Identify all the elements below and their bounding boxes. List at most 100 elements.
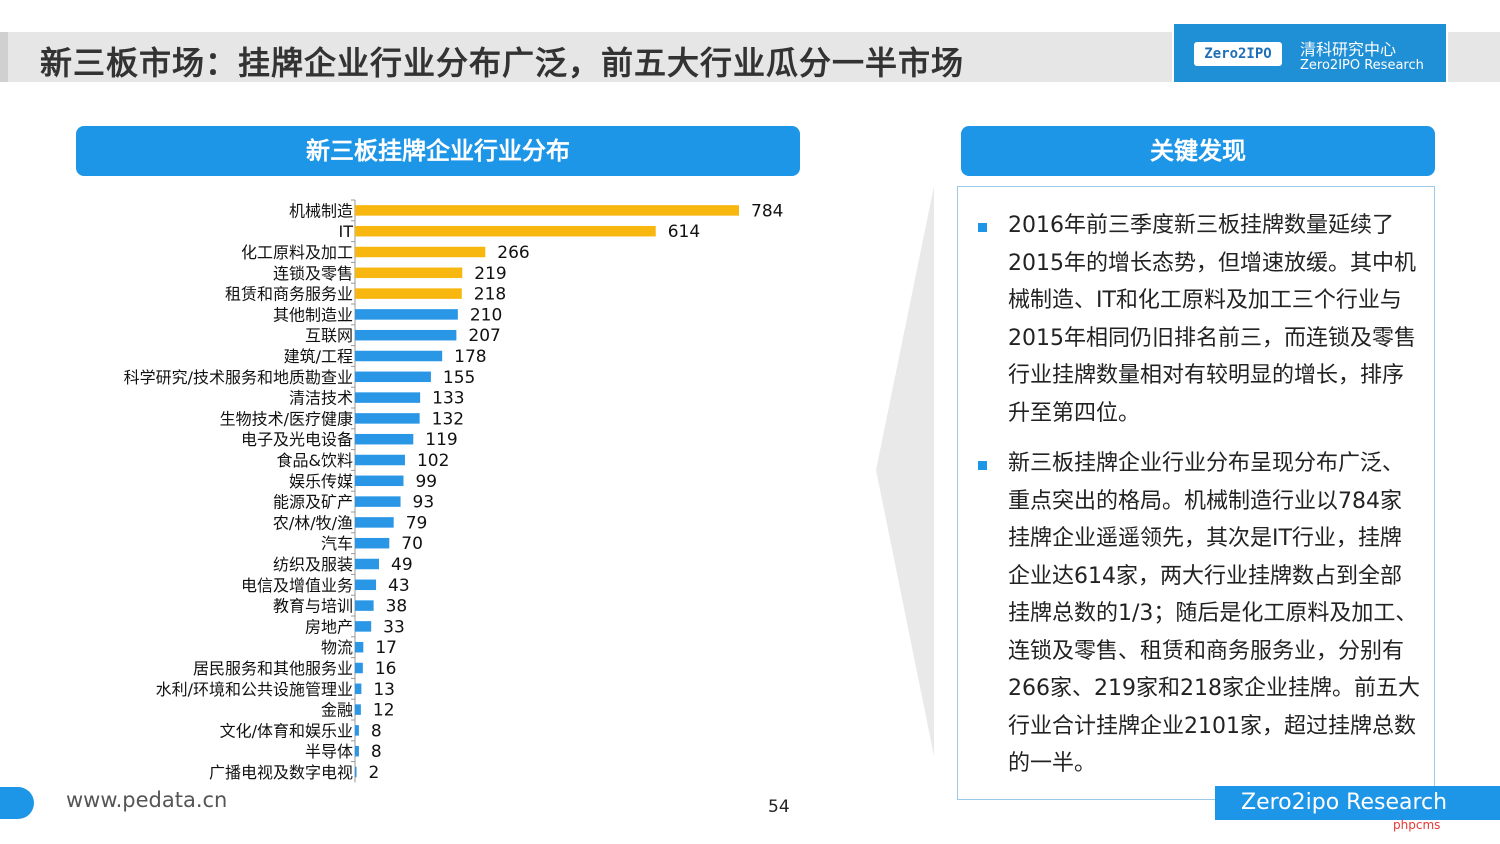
data-label: 17 [375, 638, 397, 658]
category-label: 农/林/牧/渔 [273, 513, 353, 532]
data-label: 93 [413, 493, 435, 513]
data-label: 219 [474, 264, 506, 284]
bar [355, 558, 379, 570]
footer-url[interactable]: www.pedata.cn [66, 788, 228, 812]
category-label: 广播电视及数字电视 [209, 763, 353, 782]
data-label: 133 [432, 389, 464, 409]
category-label: 文化/体育和娱乐业 [220, 721, 353, 740]
watermark: phpcms [1393, 818, 1441, 832]
data-label: 99 [415, 472, 437, 492]
finding-item-1: 2016年前三季度新三板挂牌数量延续了2015年的增长态势，但增速放缓。其中机械… [1008, 213, 1416, 426]
category-label: 其他制造业 [273, 305, 353, 324]
data-label: 266 [497, 243, 529, 263]
category-label: 食品&饮料 [277, 451, 353, 470]
bar [355, 475, 404, 487]
brand-name-en: Zero2IPO Research [1300, 58, 1424, 73]
bar [355, 725, 359, 736]
data-label: 38 [386, 597, 408, 617]
data-label: 49 [391, 555, 413, 575]
data-label: 79 [406, 513, 428, 533]
category-label: 互联网 [305, 326, 353, 345]
pointer-arrow-shape [876, 186, 934, 756]
bar [355, 621, 372, 632]
bar [355, 600, 374, 611]
category-label: 能源及矿产 [273, 493, 353, 512]
bar [355, 745, 359, 757]
category-label: 居民服务和其他服务业 [193, 659, 353, 678]
bar [355, 496, 401, 507]
category-label: 水利/环境和公共设施管理业 [156, 680, 353, 699]
category-label: IT [339, 222, 354, 241]
data-label: 2 [369, 763, 380, 783]
brand-name-cn: 清科研究中心 [1300, 40, 1397, 59]
category-label: 金融 [321, 701, 353, 720]
data-label: 13 [373, 680, 395, 700]
category-label: 电子及光电设备 [241, 430, 353, 449]
bar [355, 246, 486, 258]
data-label: 132 [432, 409, 464, 429]
data-label: 207 [468, 326, 500, 346]
data-label: 70 [401, 534, 423, 554]
bar [355, 309, 458, 320]
data-label: 210 [470, 305, 502, 325]
data-label: 218 [474, 285, 506, 305]
bar [355, 371, 431, 383]
chart-panel-header: 新三板挂牌企业行业分布 [76, 126, 800, 176]
bullet-icon [978, 223, 987, 232]
bar [355, 683, 362, 695]
zero2ipo-logo: Zero2IPO [1194, 42, 1282, 66]
bar [355, 413, 420, 424]
bar [355, 641, 364, 653]
data-label: 12 [373, 701, 395, 721]
bar [355, 537, 390, 549]
data-label: 155 [443, 368, 475, 388]
data-label: 33 [383, 617, 405, 637]
findings-box: 2016年前三季度新三板挂牌数量延续了2015年的增长态势，但增速放缓。其中机械… [957, 186, 1435, 800]
category-label: 连锁及零售 [273, 264, 353, 283]
brand-box: Zero2IPO 清科研究中心 Zero2IPO Research [1172, 22, 1448, 84]
category-label: 化工原料及加工 [241, 243, 353, 262]
category-label: 科学研究/技术服务和地质勘查业 [124, 368, 353, 387]
chart-area: 机械制造 784 IT 614 化工原料及加工 266 连锁及零售 219 租赁和商务服务业 21… [20, 192, 880, 792]
bar [355, 579, 377, 591]
findings-panel-header: 关键发现 [961, 126, 1435, 176]
data-label: 784 [751, 201, 783, 221]
bar [355, 392, 421, 403]
data-label: 178 [454, 347, 486, 367]
page-number: 54 [768, 797, 790, 817]
bar [355, 205, 739, 216]
data-label: 8 [371, 721, 382, 741]
bar [355, 517, 394, 528]
bar [355, 329, 457, 341]
data-label: 119 [425, 430, 457, 450]
finding-item-2: 新三板挂牌企业行业分布呈现分布广泛、重点突出的格局。机械制造行业以784家挂牌企… [1008, 451, 1420, 776]
category-label: 生物技术/医疗健康 [220, 409, 353, 428]
title-accent [0, 32, 8, 82]
bar [355, 704, 361, 715]
category-label: 物流 [321, 638, 353, 657]
bar [355, 267, 463, 279]
category-label: 租赁和商务服务业 [225, 285, 353, 304]
page-title: 新三板市场：挂牌企业行业分布广泛，前五大行业瓜分一半市场 [40, 44, 965, 82]
footer-tab [0, 787, 34, 819]
bar [355, 662, 363, 674]
category-label: 清洁技术 [289, 389, 353, 408]
bullet-icon [978, 461, 987, 470]
bar [355, 433, 414, 445]
bar [355, 225, 656, 237]
data-label: 16 [375, 659, 397, 679]
category-label: 娱乐传媒 [289, 472, 353, 491]
bar [355, 766, 357, 778]
category-label: 教育与培训 [273, 597, 353, 616]
category-label: 建筑/工程 [284, 347, 353, 366]
category-label: 电信及增值业务 [241, 576, 353, 595]
data-label: 614 [668, 222, 700, 242]
data-label: 102 [417, 451, 449, 471]
category-label: 半导体 [305, 742, 353, 761]
bar [355, 350, 443, 362]
bar [355, 288, 462, 299]
category-label: 机械制造 [289, 201, 353, 220]
category-label: 纺织及服装 [273, 555, 353, 574]
category-label: 房地产 [305, 617, 353, 636]
